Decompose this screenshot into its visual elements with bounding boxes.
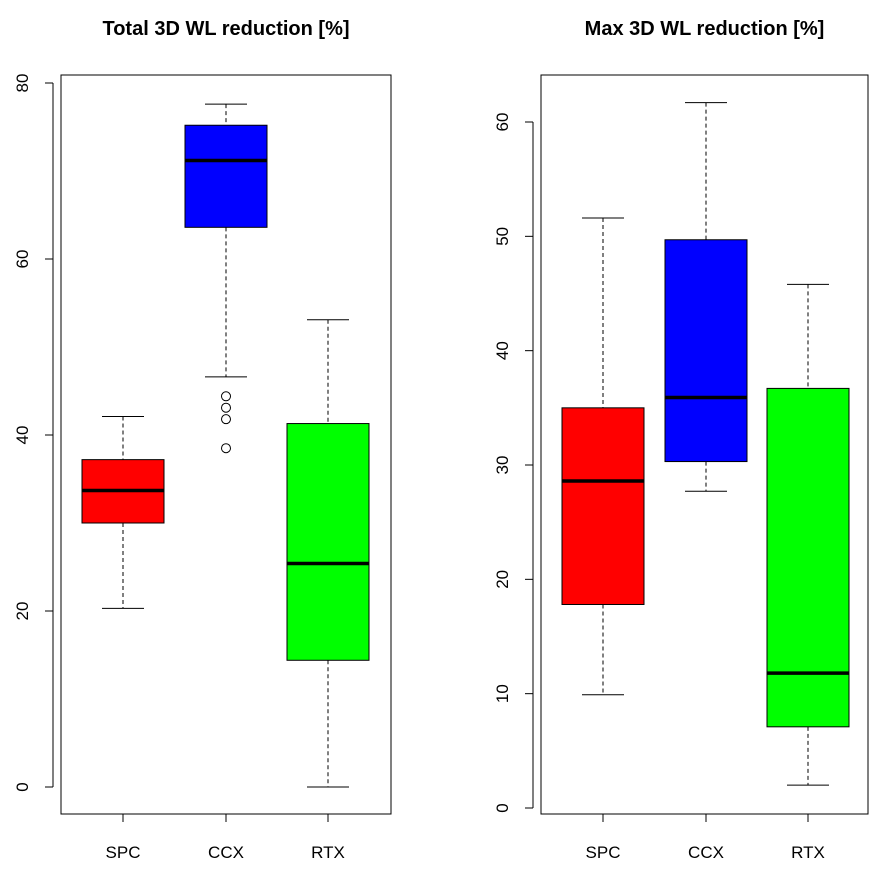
box-ccx [664, 102, 748, 492]
outlier-point [221, 391, 231, 402]
y-tick-label: 0 [13, 782, 32, 791]
box-spc [81, 416, 165, 609]
box-spc [561, 217, 645, 696]
y-tick-label: 20 [13, 602, 32, 621]
x-tick-label: SPC [106, 843, 141, 862]
x-tick-label: RTX [311, 843, 345, 862]
y-tick-label: 60 [13, 250, 32, 269]
box-ccx [184, 103, 268, 454]
y-tick-label: 40 [493, 341, 512, 360]
y-tick-label: 10 [493, 684, 512, 703]
x-tick-label: SPC [586, 843, 621, 862]
x-tick-label: CCX [688, 843, 724, 862]
iqr-box [184, 124, 268, 228]
x-tick-label: RTX [791, 843, 825, 862]
box-rtx [286, 319, 370, 788]
x-tick-label: CCX [208, 843, 244, 862]
y-tick-label: 30 [493, 456, 512, 475]
box-rtx [766, 283, 850, 786]
iqr-box [561, 407, 645, 605]
y-tick-label: 40 [13, 426, 32, 445]
chart-panel-1: Total 3D WL reduction [%] 0 20 40 60 80 SPC CCX… [13, 18, 392, 862]
y-tick-label: 80 [13, 74, 32, 93]
outlier-point [221, 414, 231, 425]
iqr-box [286, 423, 370, 661]
iqr-box [766, 387, 850, 728]
outlier-point [221, 402, 231, 413]
y-tick-label: 0 [493, 803, 512, 812]
chart-title: Max 3D WL reduction [%] [585, 18, 825, 40]
y-tick-label: 50 [493, 227, 512, 246]
iqr-box [664, 239, 748, 463]
chart-title: Total 3D WL reduction [%] [102, 18, 349, 40]
outlier-point [221, 443, 231, 454]
chart-panel-2: Max 3D WL reduction [%] 0 10 20 30 40 50 60 SPC C… [493, 18, 869, 862]
y-tick-label: 60 [493, 113, 512, 132]
y-tick-label: 20 [493, 570, 512, 589]
